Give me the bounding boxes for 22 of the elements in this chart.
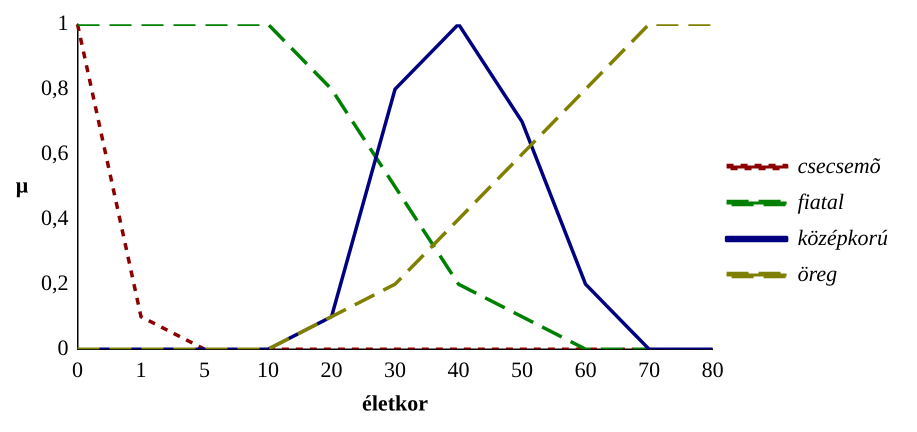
x-tick-label: 20	[320, 357, 343, 382]
x-tick-label: 40	[448, 357, 470, 382]
y-tick-label: 0,6	[41, 140, 68, 165]
x-tick-label: 80	[702, 357, 724, 382]
y-tick-label: 0,8	[41, 74, 68, 100]
x-tick-label: 1	[136, 357, 147, 382]
x-tick-label: 10	[257, 357, 280, 382]
x-tick-label: 5	[199, 357, 210, 382]
x-axis-title: életkor	[362, 390, 428, 416]
legend-label: középkorú	[798, 224, 888, 250]
x-tick-label: 70	[638, 357, 660, 382]
y-tick-label: 1	[58, 10, 68, 35]
y-tick-label: 0	[58, 334, 68, 360]
legend-label: öreg	[798, 260, 838, 286]
y-axis-title: μ	[16, 172, 29, 198]
y-tick-label: 0,2	[41, 270, 68, 295]
legend-label: fiatal	[798, 188, 844, 214]
x-tick-label: 50	[511, 357, 534, 382]
x-tick-label: 30	[384, 357, 406, 382]
legend-label: csecsemõ	[798, 152, 881, 178]
y-tick-label: 0,4	[41, 204, 68, 230]
x-tick-label: 60	[574, 357, 597, 382]
